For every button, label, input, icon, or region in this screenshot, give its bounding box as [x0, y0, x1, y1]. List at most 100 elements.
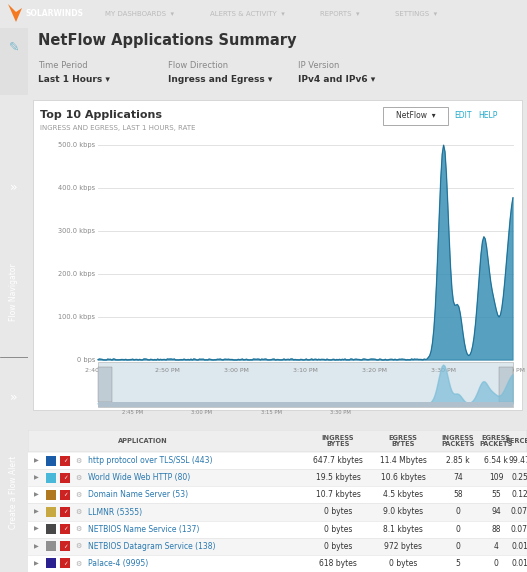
Text: 3:00 PM: 3:00 PM [191, 410, 212, 415]
Text: ⚙: ⚙ [75, 458, 81, 463]
Bar [46, 558, 56, 569]
Text: ✎: ✎ [9, 41, 19, 54]
Text: 2:40 PM: 2:40 PM [85, 368, 111, 373]
Text: ✓: ✓ [63, 458, 67, 463]
Text: 58: 58 [453, 490, 463, 499]
Text: 10.7 kbytes: 10.7 kbytes [316, 490, 360, 499]
Text: 0 bytes: 0 bytes [324, 525, 352, 534]
Text: 0.01%: 0.01% [511, 542, 527, 551]
Text: 9.0 kbytes: 9.0 kbytes [383, 507, 423, 517]
Text: EGRESS
BYTES: EGRESS BYTES [388, 435, 417, 447]
Text: ▶: ▶ [34, 527, 38, 531]
Text: IP Version: IP Version [298, 61, 339, 70]
Text: HELP: HELP [479, 112, 497, 121]
Bar [98, 402, 513, 407]
Text: 0 bytes: 0 bytes [389, 559, 417, 568]
Text: 10.6 kbytes: 10.6 kbytes [380, 473, 425, 482]
Polygon shape [8, 4, 22, 22]
Text: Create a Flow Alert: Create a Flow Alert [9, 455, 18, 529]
Text: ▶: ▶ [34, 561, 38, 566]
Text: 88: 88 [491, 525, 501, 534]
Text: 972 bytes: 972 bytes [384, 542, 422, 551]
Text: 4.5 kbytes: 4.5 kbytes [383, 490, 423, 499]
Text: 3:30 PM: 3:30 PM [329, 410, 350, 415]
Text: APPLICATION: APPLICATION [118, 438, 168, 444]
Text: 0.07%: 0.07% [511, 525, 527, 534]
Text: 2:45 PM: 2:45 PM [122, 410, 143, 415]
Text: 200.0 kbps: 200.0 kbps [58, 271, 95, 277]
Text: 99.47%: 99.47% [509, 456, 527, 465]
Bar [98, 145, 513, 360]
Text: ⚙: ⚙ [75, 492, 81, 498]
Text: 94: 94 [491, 507, 501, 517]
Text: ALERTS & ACTIVITY  ▾: ALERTS & ACTIVITY ▾ [210, 11, 285, 17]
Text: 5: 5 [455, 559, 461, 568]
Text: 0.25%: 0.25% [511, 473, 527, 482]
Text: REPORTS  ▾: REPORTS ▾ [320, 11, 359, 17]
Text: EDIT: EDIT [454, 112, 472, 121]
Text: 109: 109 [489, 473, 503, 482]
Text: 74: 74 [453, 473, 463, 482]
Text: Time Period: Time Period [38, 61, 87, 70]
Text: 4: 4 [494, 542, 499, 551]
Bar [28, 486, 527, 503]
Bar [46, 507, 56, 517]
Text: 500.0 kbps: 500.0 kbps [58, 142, 95, 148]
Bar [60, 490, 70, 500]
Text: 0: 0 [494, 559, 499, 568]
Text: 0: 0 [455, 525, 461, 534]
Bar [98, 367, 112, 402]
Bar [383, 107, 448, 125]
Bar [28, 538, 527, 555]
Text: 0: 0 [455, 507, 461, 517]
Text: 2.85 k: 2.85 k [446, 456, 470, 465]
Text: 3:30 PM: 3:30 PM [431, 368, 456, 373]
Text: 55: 55 [491, 490, 501, 499]
Text: Last 1 Hours ▾: Last 1 Hours ▾ [38, 74, 110, 84]
Text: ✓: ✓ [63, 527, 67, 531]
Text: http protocol over TLS/SSL (443): http protocol over TLS/SSL (443) [88, 456, 212, 465]
Text: ▶: ▶ [34, 458, 38, 463]
Text: 0.07%: 0.07% [511, 507, 527, 517]
Text: INGRESS
BYTES: INGRESS BYTES [322, 435, 354, 447]
Text: 19.5 kbytes: 19.5 kbytes [316, 473, 360, 482]
Text: EGRESS
PACKETS: EGRESS PACKETS [480, 435, 513, 447]
Text: ⚙: ⚙ [75, 475, 81, 480]
Bar [60, 558, 70, 569]
Text: 6.54 k: 6.54 k [484, 456, 508, 465]
Bar [60, 472, 70, 483]
Text: 100.0 kbps: 100.0 kbps [58, 314, 95, 320]
Bar [46, 541, 56, 551]
Text: 3:15 PM: 3:15 PM [260, 410, 281, 415]
Text: 300.0 kbps: 300.0 kbps [58, 228, 95, 234]
Text: 0 bps: 0 bps [76, 357, 95, 363]
Bar [28, 452, 527, 469]
Text: LLMNR (5355): LLMNR (5355) [88, 507, 142, 517]
Text: IPv4 and IPv6 ▾: IPv4 and IPv6 ▾ [298, 74, 375, 84]
Text: ✓: ✓ [63, 510, 67, 514]
Text: PERCENT: PERCENT [506, 438, 527, 444]
Text: 0.01%: 0.01% [511, 559, 527, 568]
Bar [60, 507, 70, 517]
Text: 11.4 Mbytes: 11.4 Mbytes [379, 456, 426, 465]
Text: ⚙: ⚙ [75, 526, 81, 532]
Text: 3:20 PM: 3:20 PM [362, 368, 387, 373]
Bar [499, 367, 513, 402]
Bar [28, 469, 527, 486]
Text: ⚙: ⚙ [75, 561, 81, 566]
Text: MY DASHBOARDS  ▾: MY DASHBOARDS ▾ [105, 11, 174, 17]
Text: ✓: ✓ [63, 561, 67, 566]
Bar [46, 490, 56, 500]
Text: ⚙: ⚙ [75, 509, 81, 515]
Text: 0.12%: 0.12% [511, 490, 527, 499]
Polygon shape [98, 145, 513, 360]
Text: 647.7 kbytes: 647.7 kbytes [313, 456, 363, 465]
Text: NetFlow  ▾: NetFlow ▾ [396, 112, 436, 121]
Text: ✓: ✓ [63, 475, 67, 480]
Text: ⚙: ⚙ [75, 543, 81, 549]
Text: Ingress and Egress ▾: Ingress and Egress ▾ [168, 74, 272, 84]
Text: 0: 0 [455, 542, 461, 551]
Text: ▶: ▶ [34, 544, 38, 549]
Text: ✓: ✓ [63, 544, 67, 549]
Text: SETTINGS  ▾: SETTINGS ▾ [395, 11, 437, 17]
